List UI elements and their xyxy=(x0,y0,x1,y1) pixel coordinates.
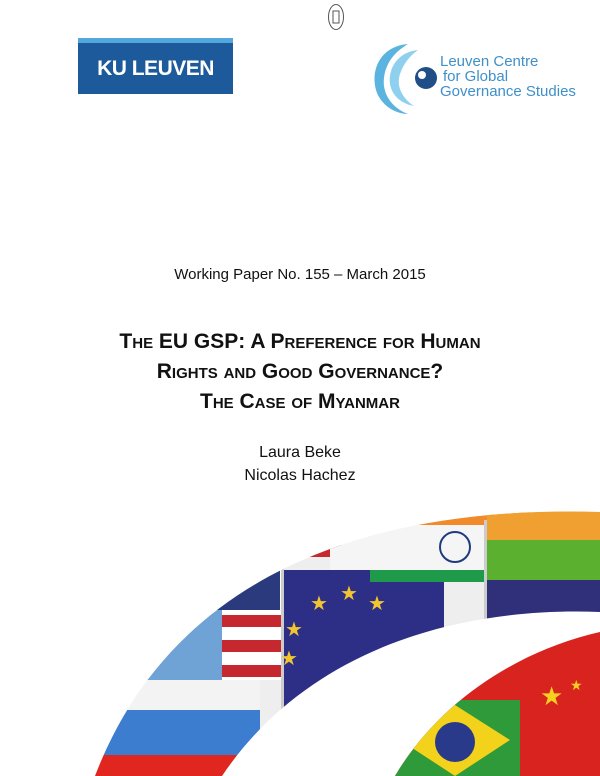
svg-text:★: ★ xyxy=(570,678,583,694)
flags-arc-image: ★ ★ ★ ★ ★ ★ ★ xyxy=(95,511,600,776)
working-paper-number: Working Paper No. 155 – March 2015 xyxy=(174,266,426,283)
ku-leuven-logo-text: KU LEUVEN xyxy=(97,57,214,80)
svg-text:★: ★ xyxy=(285,617,303,641)
russia-flag xyxy=(95,680,260,776)
svg-text:★: ★ xyxy=(540,682,563,712)
ku-leuven-logo: KU LEUVEN xyxy=(78,38,233,94)
svg-text:★: ★ xyxy=(310,591,328,615)
un-flag xyxy=(140,600,230,680)
paper-title: The EU GSP: A Preference for Human Right… xyxy=(0,327,600,417)
title-line: The Case of Myanmar xyxy=(200,390,400,413)
centre-name-line: Governance Studies xyxy=(440,83,576,100)
authors: Laura Beke Nicolas Hachez xyxy=(0,441,600,487)
title-line: The EU GSP: A Preference for Human xyxy=(119,330,481,353)
leuven-centre-logo: Leuven Centre for Global Governance Stud… xyxy=(368,38,588,118)
flagpole xyxy=(484,520,487,620)
eye-swirl-icon xyxy=(374,44,437,114)
flagpole xyxy=(281,560,284,720)
centre-name-line: for Global xyxy=(443,68,509,85)
svg-text:★: ★ xyxy=(340,581,358,605)
centre-name-line: Leuven Centre xyxy=(440,53,539,70)
svg-text:★: ★ xyxy=(368,591,386,615)
colored-flag xyxy=(487,511,600,620)
university-seal-icon xyxy=(328,4,344,30)
author-name: Laura Beke xyxy=(259,444,341,461)
brazil-flag xyxy=(395,700,520,776)
eu-flag: ★ ★ ★ ★ ★ xyxy=(280,570,444,720)
author-name: Nicolas Hachez xyxy=(244,467,356,484)
title-line: Rights and Good Governance? xyxy=(156,360,444,383)
svg-text:★: ★ xyxy=(280,646,298,670)
